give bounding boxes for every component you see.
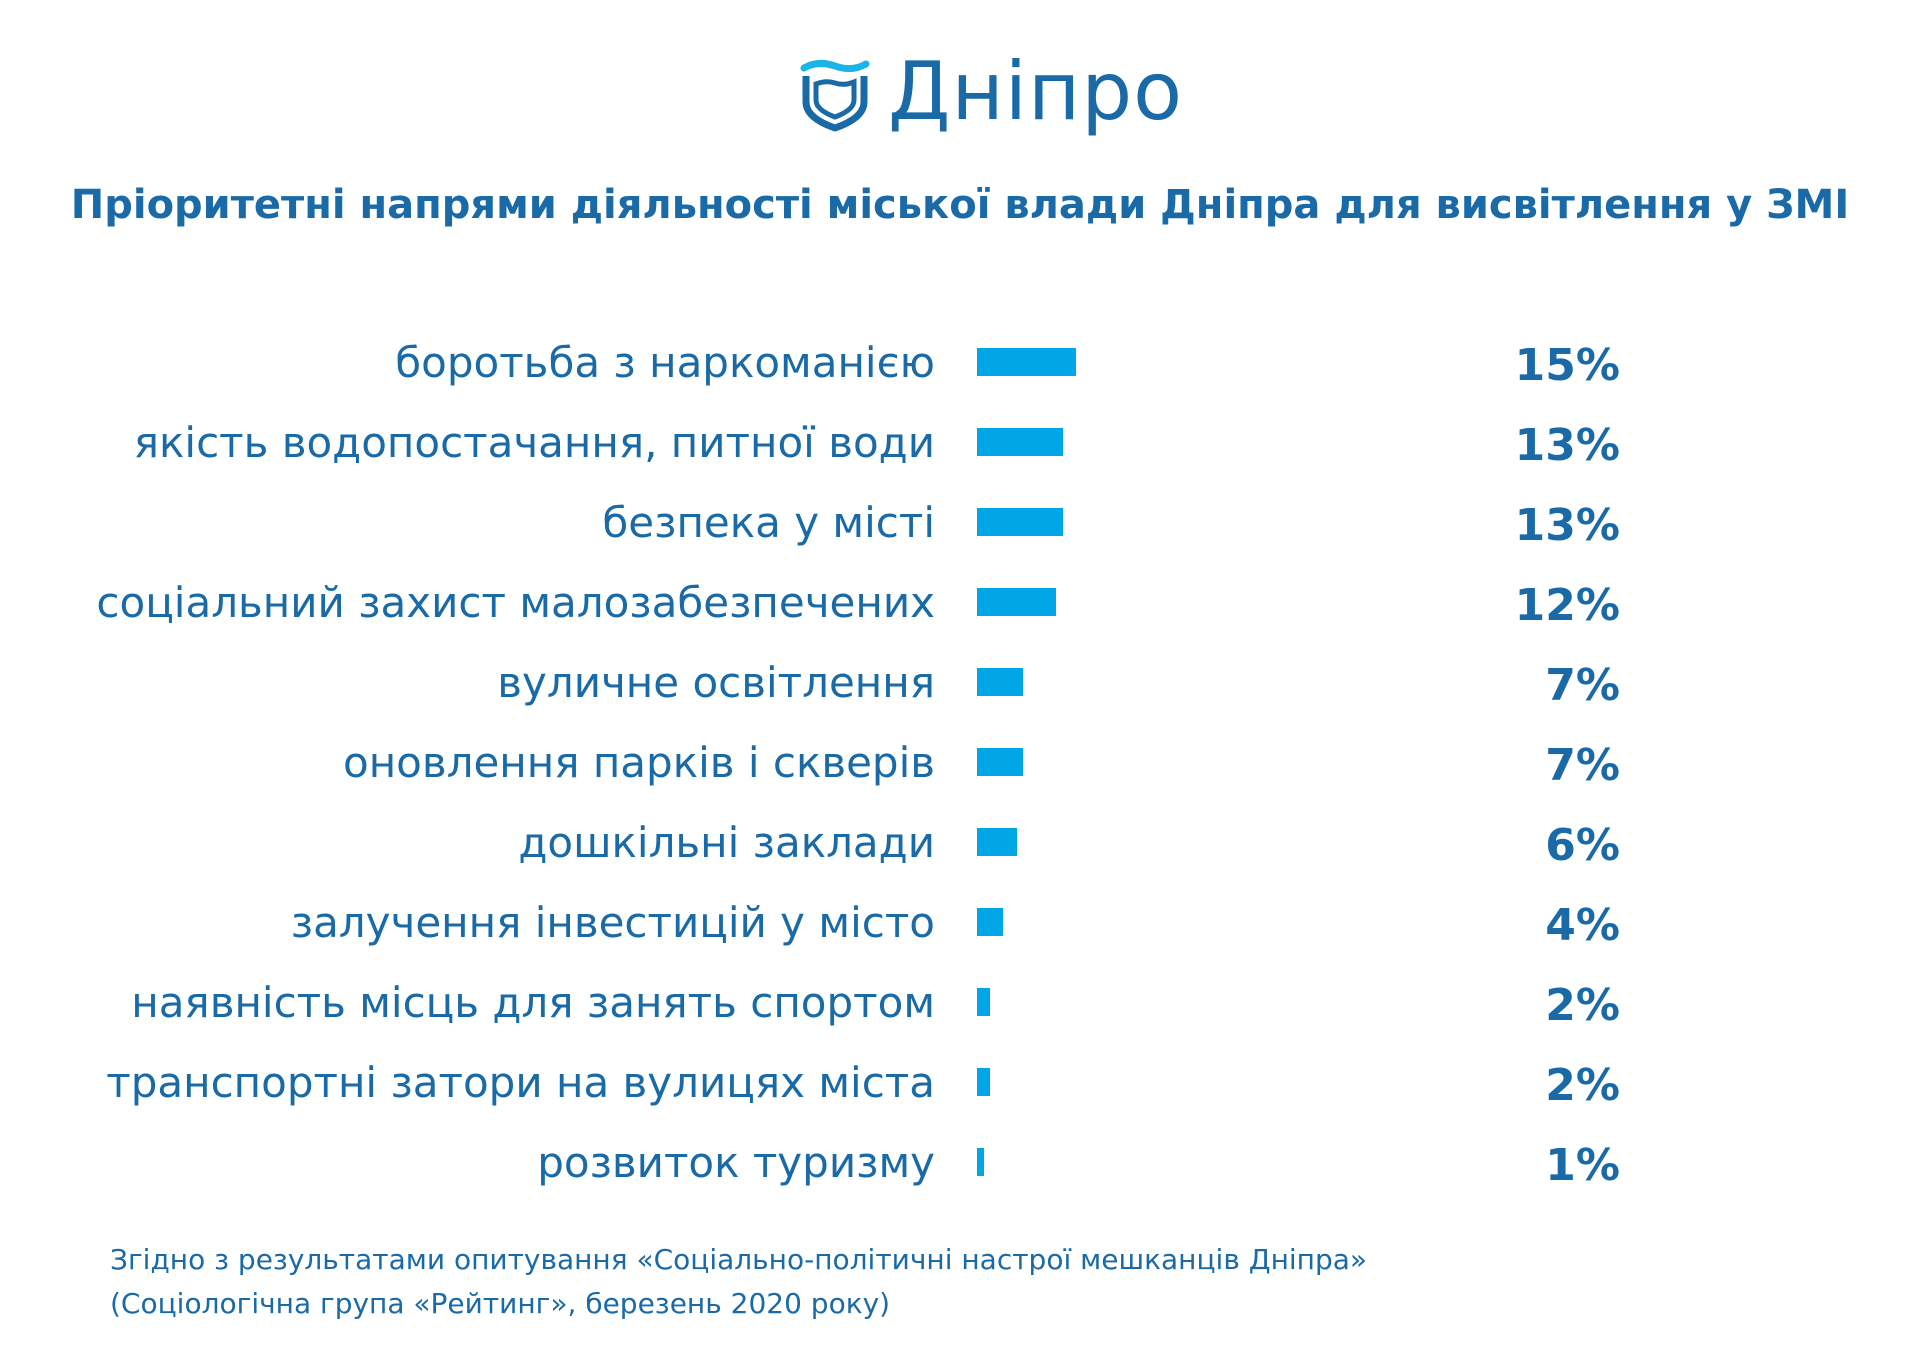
footnote-line-1: Згідно з результатами опитування «Соціал… — [110, 1243, 1368, 1276]
value-label: 12% — [1514, 580, 1620, 631]
value-label: 2% — [1545, 980, 1620, 1031]
value-label: 4% — [1545, 900, 1620, 951]
chart-row: соціальний захист малозабезпечених 12% — [0, 570, 1920, 650]
footnote: Згідно з результатами опитування «Соціал… — [110, 1238, 1367, 1326]
category-label: наявність місць для занять спортом — [131, 978, 935, 1027]
category-label: оновлення парків і скверів — [343, 738, 935, 787]
category-label: якість водопостачання, питної води — [133, 418, 935, 467]
value-label: 6% — [1545, 820, 1620, 871]
category-label: залучення інвестицій у місто — [290, 898, 935, 947]
value-label: 13% — [1514, 500, 1620, 551]
bar — [977, 348, 1076, 376]
category-label: соціальний захист малозабезпечених — [96, 578, 935, 627]
chart-row: дошкільні заклади 6% — [0, 810, 1920, 890]
value-label: 7% — [1545, 660, 1620, 711]
chart-row: вуличне освітлення 7% — [0, 650, 1920, 730]
value-label: 1% — [1545, 1140, 1620, 1191]
category-label: безпека у місті — [602, 498, 935, 547]
category-label: транспортні затори на вулицях міста — [106, 1058, 935, 1107]
bar — [977, 668, 1024, 696]
bar — [977, 588, 1057, 616]
category-label: розвиток туризму — [537, 1138, 935, 1187]
value-label: 2% — [1545, 1060, 1620, 1111]
value-label: 15% — [1514, 340, 1620, 391]
bar — [977, 1068, 991, 1096]
chart-row: якість водопостачання, питної води 13% — [0, 410, 1920, 490]
bar — [977, 508, 1063, 536]
chart-row: наявність місць для занять спортом 2% — [0, 970, 1920, 1050]
category-label: дошкільні заклади — [518, 818, 935, 867]
shield-wave-icon — [800, 59, 870, 132]
logo-text: Дніпро — [888, 45, 1184, 138]
chart-row: транспортні затори на вулицях міста 2% — [0, 1050, 1920, 1130]
bar — [977, 428, 1063, 456]
chart-row: розвиток туризму 1% — [0, 1130, 1920, 1210]
bar — [977, 1148, 984, 1176]
logo: Дніпро — [800, 52, 1183, 132]
chart-row: залучення інвестицій у місто 4% — [0, 890, 1920, 970]
bar — [977, 828, 1017, 856]
footnote-line-2: (Соціологічна група «Рейтинг», березень … — [110, 1287, 891, 1320]
bar-chart: боротьба з наркоманією 15% якість водопост… — [0, 330, 1920, 1210]
value-label: 13% — [1514, 420, 1620, 471]
value-label: 7% — [1545, 740, 1620, 791]
chart-title: Пріоритетні напрями діяльності міської в… — [70, 182, 1850, 228]
chart-row: безпека у місті 13% — [0, 490, 1920, 570]
category-label: вуличне освітлення — [497, 658, 935, 707]
chart-row: оновлення парків і скверів 7% — [0, 730, 1920, 810]
chart-row: боротьба з наркоманією 15% — [0, 330, 1920, 410]
bar — [977, 988, 991, 1016]
bar — [977, 748, 1024, 776]
category-label: боротьба з наркоманією — [395, 338, 935, 387]
bar — [977, 908, 1004, 936]
